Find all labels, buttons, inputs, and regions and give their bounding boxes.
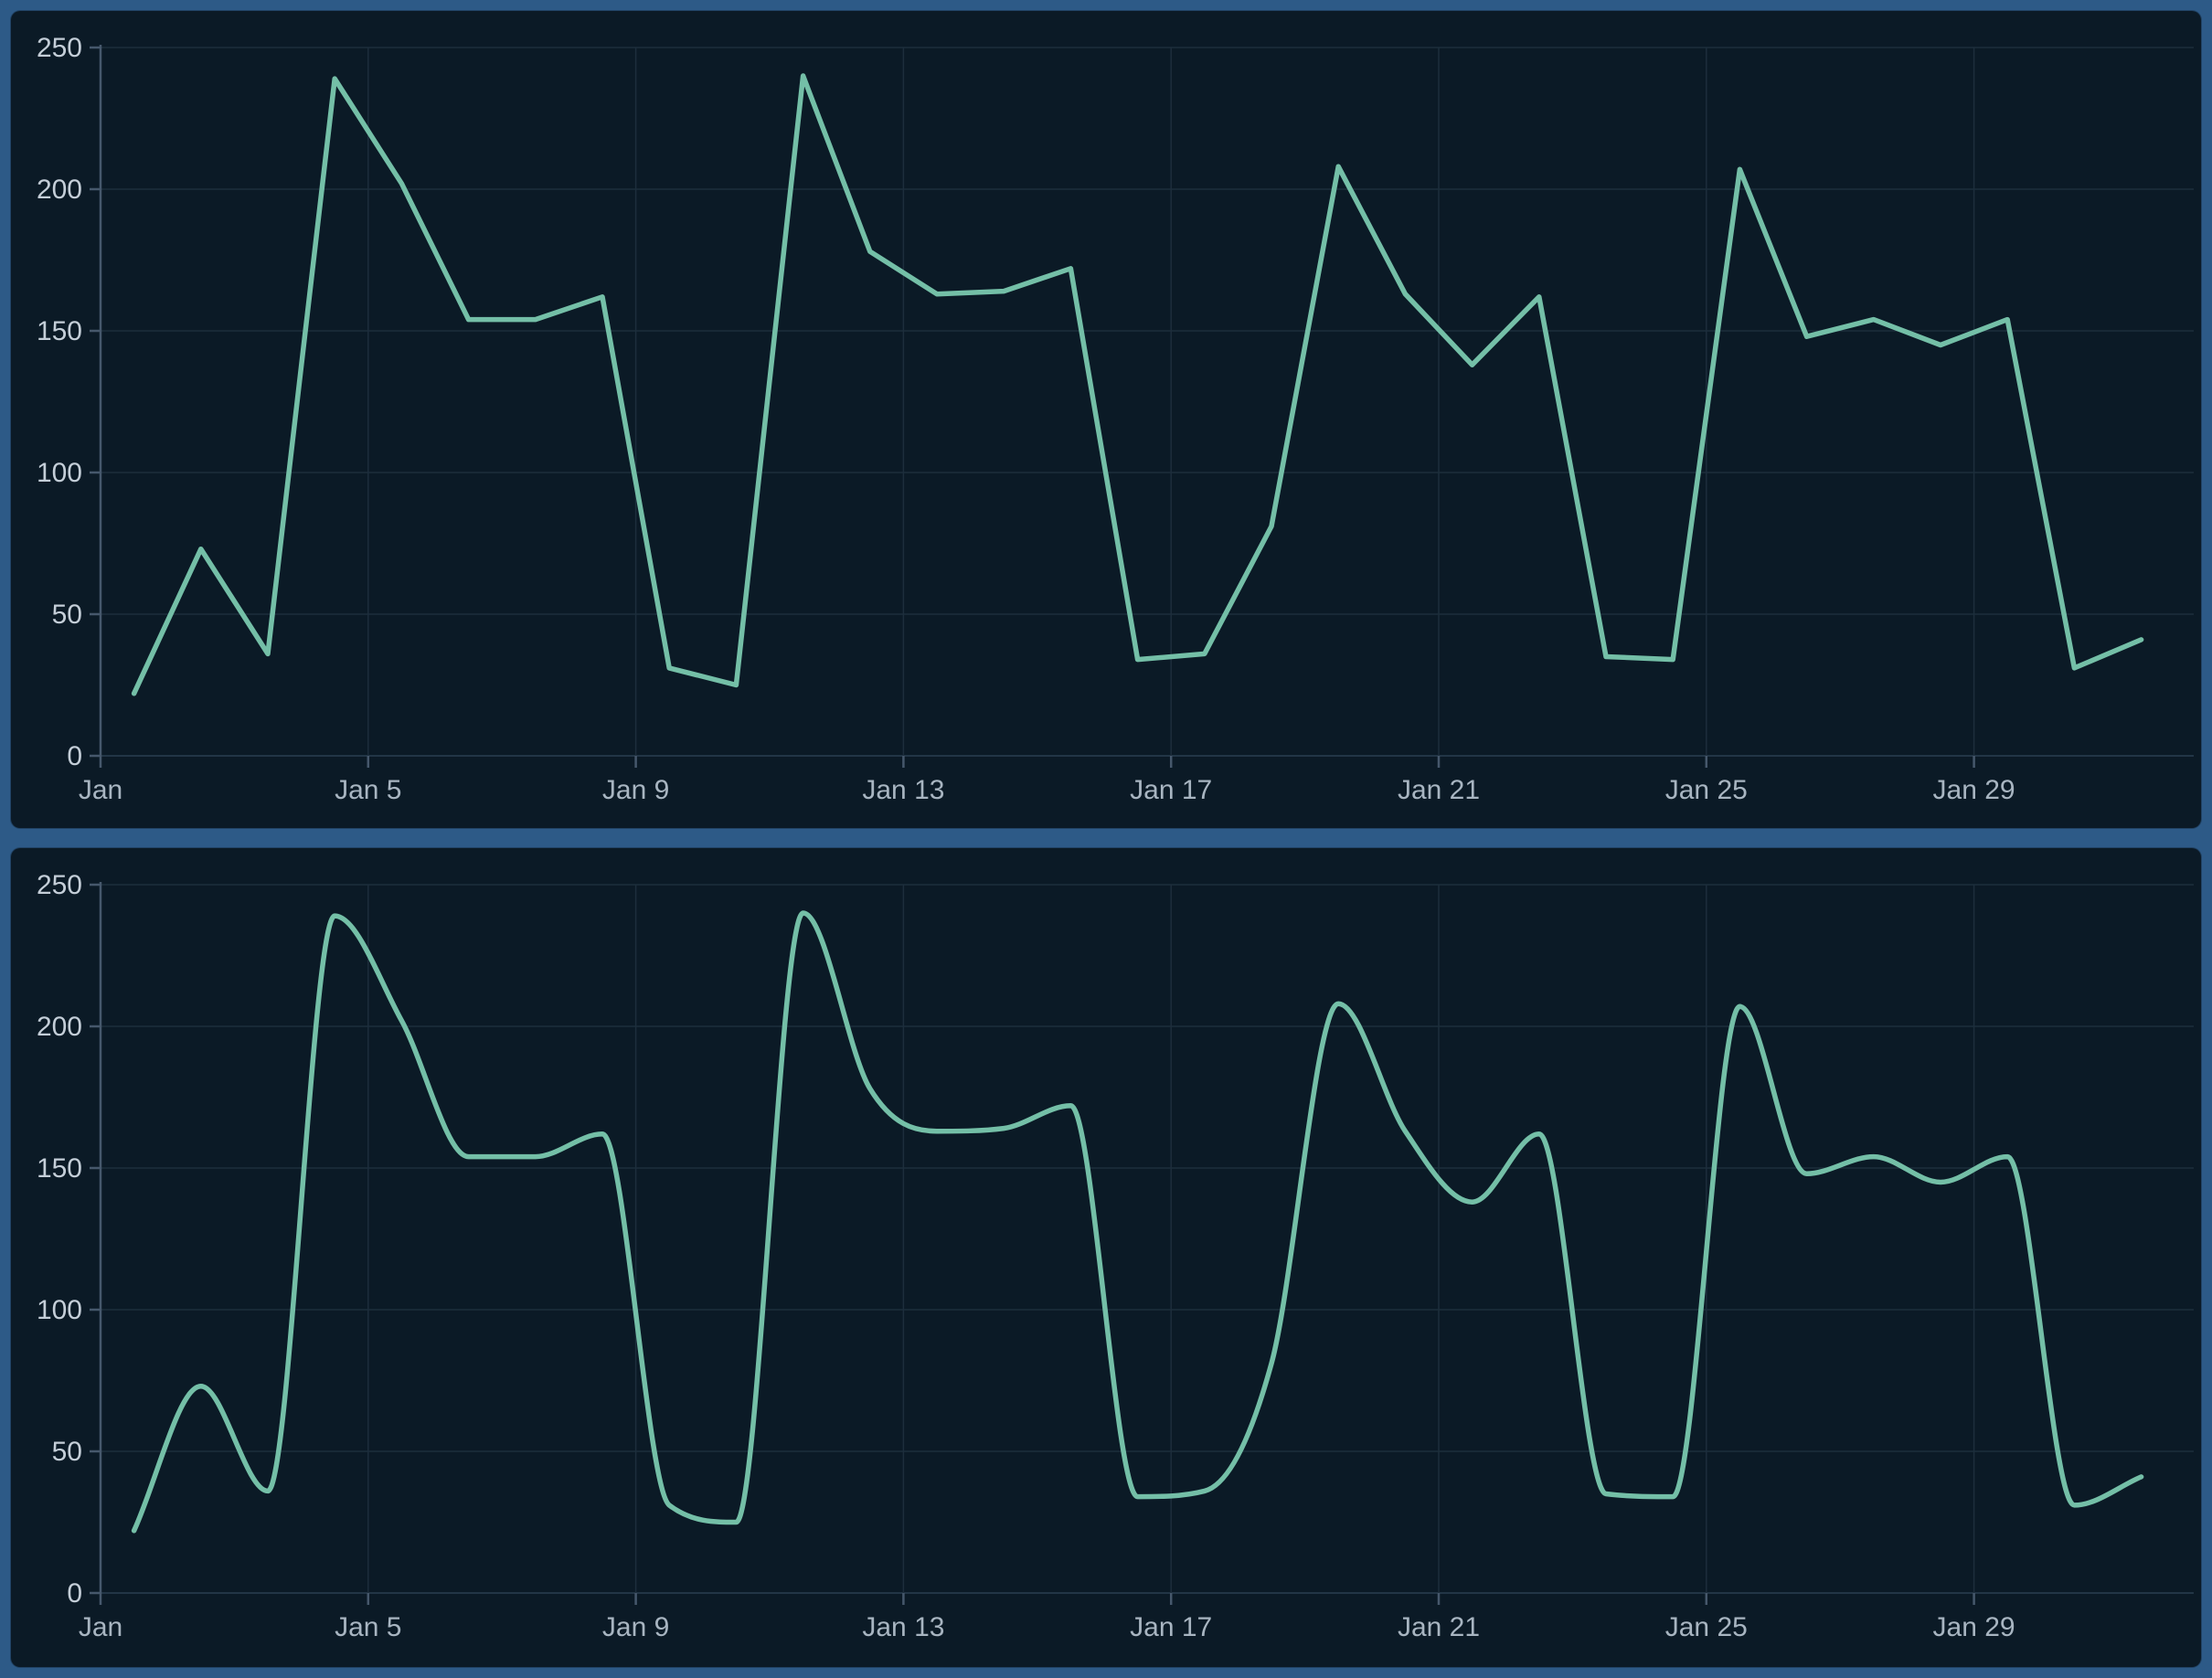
x-axis-tick-label: Jan 13 xyxy=(862,775,944,805)
x-axis-tick-label: Jan 25 xyxy=(1665,1612,1748,1642)
y-axis-tick-label: 200 xyxy=(37,175,82,205)
x-axis-tick-label: Jan 29 xyxy=(1933,1612,2015,1642)
y-axis-tick-label: 0 xyxy=(67,1578,82,1609)
y-axis-tick-label: 0 xyxy=(67,741,82,771)
y-axis-tick-label: 100 xyxy=(37,458,82,488)
line-chart-smooth[interactable]: 0 50 100 150 200 250 Jan Jan 5 Jan 9 Jan 13 Jan 17… xyxy=(11,848,2201,1667)
x-axis-tick-label: Jan 5 xyxy=(335,775,401,805)
x-axis-tick-label: Jan 25 xyxy=(1665,775,1748,805)
x-axis-tick-label: Jan 21 xyxy=(1398,1612,1480,1642)
x-axis-tick-label: Jan 21 xyxy=(1398,775,1480,805)
series-line xyxy=(131,910,2144,1534)
x-axis-tick-label: Jan 9 xyxy=(602,1612,669,1642)
line-chart-panel-linear: 0 50 100 150 200 250 Jan Jan 5 Jan 9 Jan 13 Jan 17… xyxy=(11,11,2201,828)
series-line xyxy=(131,73,2144,696)
y-axis-tick-label: 50 xyxy=(52,600,82,630)
x-axis-tick-label: Jan 9 xyxy=(602,775,669,805)
x-axis-tick-label: Jan xyxy=(79,1612,122,1642)
y-axis-tick-label: 100 xyxy=(37,1295,82,1325)
line-chart-panel-smooth: 0 50 100 150 200 250 Jan Jan 5 Jan 9 Jan 13 Jan 17… xyxy=(11,848,2201,1667)
y-axis-tick-label: 50 xyxy=(52,1437,82,1467)
x-axis-tick-label: Jan 17 xyxy=(1130,1612,1212,1642)
x-axis-tick-label: Jan 5 xyxy=(335,1612,401,1642)
y-axis-tick-label: 200 xyxy=(37,1012,82,1042)
y-axis-tick-label: 250 xyxy=(37,33,82,63)
x-axis-tick-label: Jan 17 xyxy=(1130,775,1212,805)
y-axis-tick-label: 250 xyxy=(37,870,82,900)
line-chart-linear[interactable]: 0 50 100 150 200 250 Jan Jan 5 Jan 9 Jan 13 Jan 17… xyxy=(11,11,2201,828)
x-axis-tick-label: Jan 29 xyxy=(1933,775,2015,805)
y-axis-tick-label: 150 xyxy=(37,316,82,346)
y-axis-tick-label: 150 xyxy=(37,1153,82,1184)
x-axis-tick-label: Jan 13 xyxy=(862,1612,944,1642)
x-axis-tick-label: Jan xyxy=(79,775,122,805)
